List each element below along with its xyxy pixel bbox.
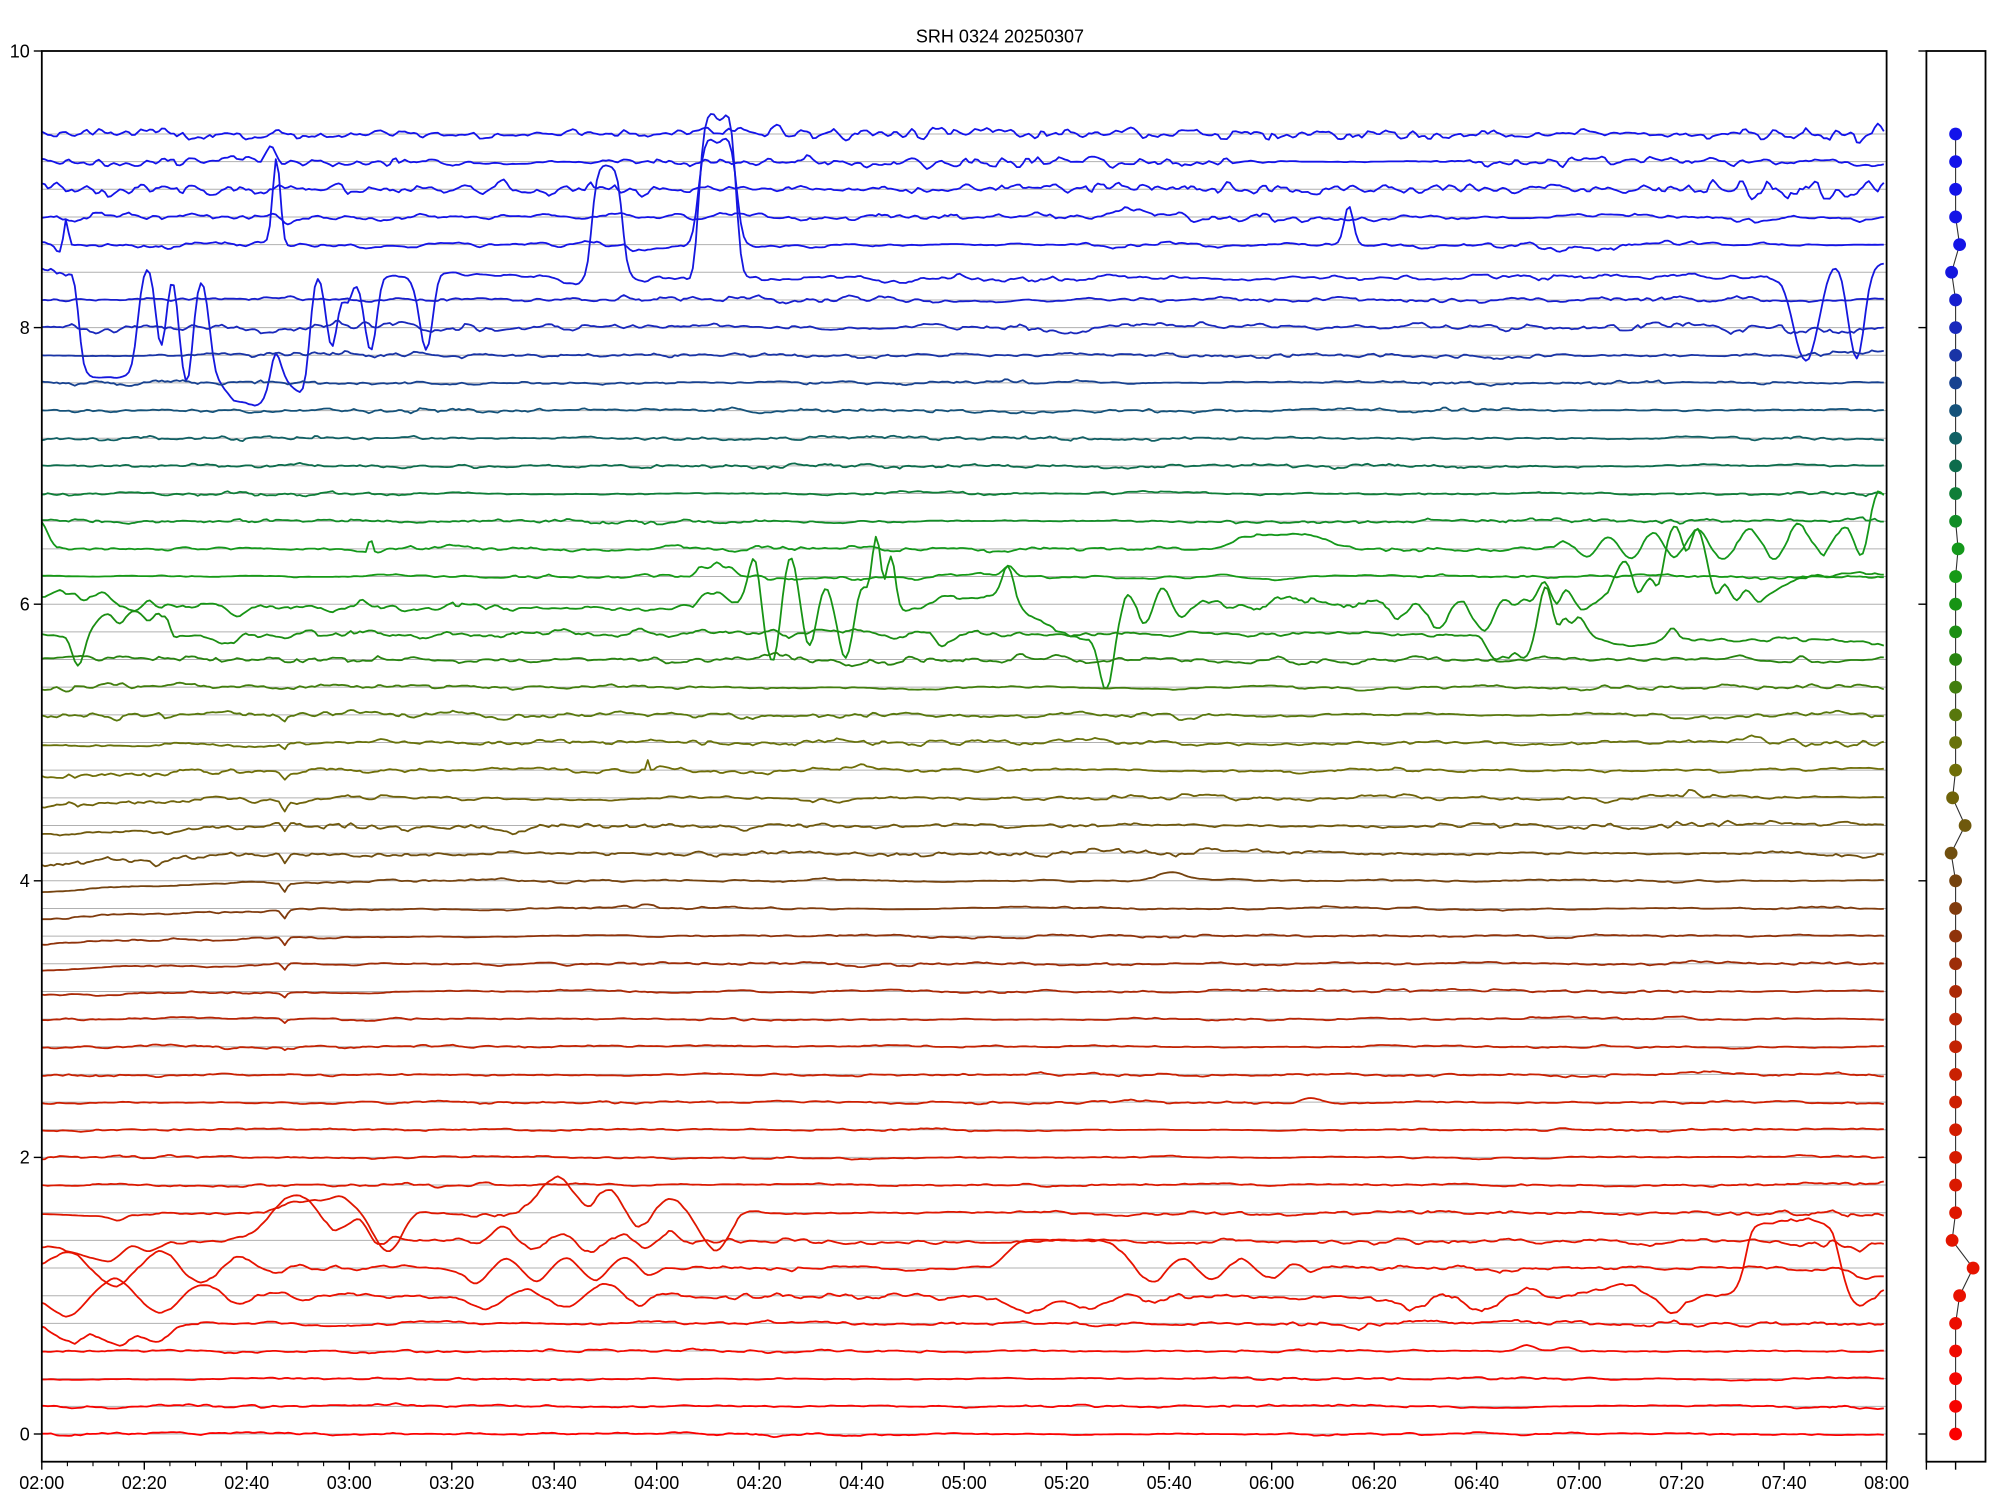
svg-text:02:00: 02:00 — [19, 1473, 64, 1493]
svg-text:07:00: 07:00 — [1557, 1473, 1602, 1493]
svg-text:02:20: 02:20 — [122, 1473, 167, 1493]
svg-text:05:20: 05:20 — [1044, 1473, 1089, 1493]
svg-text:05:00: 05:00 — [942, 1473, 987, 1493]
svg-text:03:20: 03:20 — [429, 1473, 474, 1493]
svg-text:8: 8 — [20, 318, 30, 338]
svg-text:0: 0 — [20, 1424, 30, 1444]
svg-text:SRH 0324 20250307: SRH 0324 20250307 — [916, 27, 1084, 47]
svg-text:06:00: 06:00 — [1249, 1473, 1294, 1493]
svg-text:04:00: 04:00 — [634, 1473, 679, 1493]
svg-text:03:40: 03:40 — [532, 1473, 577, 1493]
svg-text:07:20: 07:20 — [1659, 1473, 1704, 1493]
svg-text:4: 4 — [20, 871, 30, 891]
svg-text:06:40: 06:40 — [1454, 1473, 1499, 1493]
svg-text:04:20: 04:20 — [737, 1473, 782, 1493]
svg-text:07:40: 07:40 — [1762, 1473, 1807, 1493]
svg-text:08:00: 08:00 — [1864, 1473, 1909, 1493]
svg-text:2: 2 — [20, 1148, 30, 1168]
svg-text:05:40: 05:40 — [1147, 1473, 1192, 1493]
svg-text:06:20: 06:20 — [1352, 1473, 1397, 1493]
svg-text:6: 6 — [20, 595, 30, 615]
svg-text:02:40: 02:40 — [224, 1473, 269, 1493]
svg-text:03:00: 03:00 — [327, 1473, 372, 1493]
svg-text:10: 10 — [10, 41, 30, 61]
svg-text:04:40: 04:40 — [839, 1473, 884, 1493]
